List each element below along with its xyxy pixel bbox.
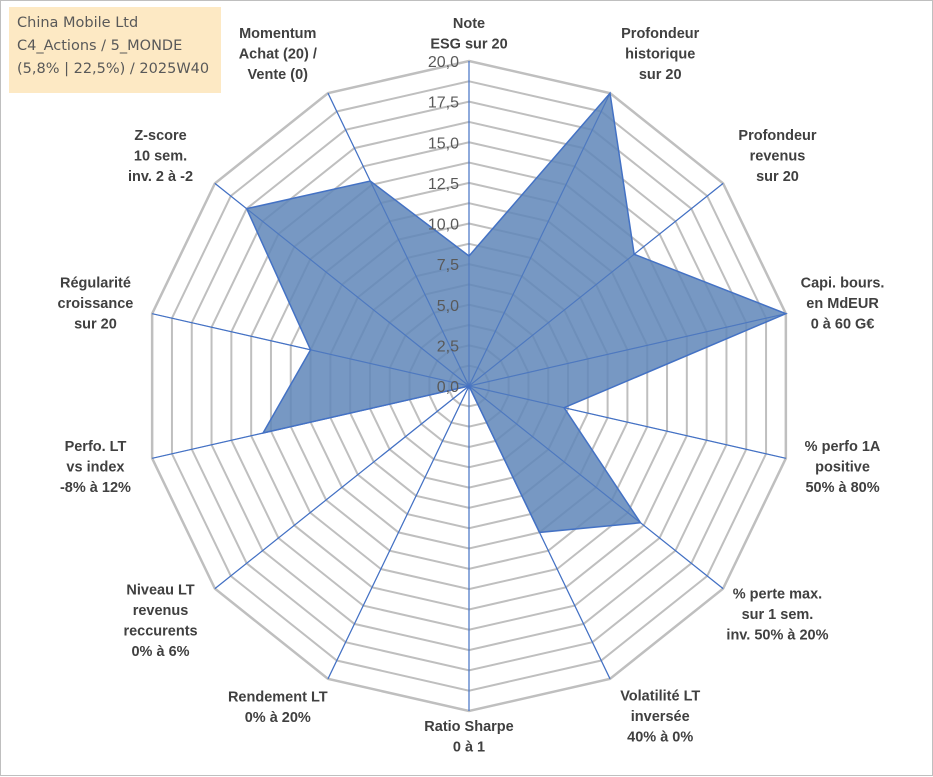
axis-label-line: % perte max. bbox=[733, 587, 822, 603]
axis-label-line: sur 20 bbox=[74, 316, 117, 332]
tick-label: 7,5 bbox=[437, 257, 459, 274]
axis-label-line: inv. 2 à -2 bbox=[128, 169, 193, 185]
axis-label-line: 0% à 20% bbox=[245, 710, 311, 726]
tick-label: 15,0 bbox=[428, 135, 459, 152]
axis-label-line: reccurents bbox=[123, 624, 197, 640]
axis-label-line: sur 1 sem. bbox=[742, 607, 814, 623]
axis-label-line: vs index bbox=[66, 460, 124, 476]
axis-label-line: Profondeur bbox=[738, 128, 816, 144]
axis-label: Profondeur historique sur 20 bbox=[621, 26, 699, 83]
axis-label-line: -8% à 12% bbox=[60, 480, 131, 496]
axis-label-line: historique bbox=[625, 46, 695, 62]
asset-class: C4_Actions / 5_MONDE bbox=[17, 35, 213, 58]
tick-label: 20,0 bbox=[428, 54, 459, 71]
axis-label: % perfo 1A positive 50% à 80% bbox=[805, 439, 881, 496]
axis-label-line: positive bbox=[815, 460, 870, 476]
axis-label-line: ESG sur 20 bbox=[430, 37, 507, 53]
axis-label-line: Vente (0) bbox=[248, 67, 309, 83]
axis-label-line: Rendement LT bbox=[228, 690, 328, 706]
tick-label: 17,5 bbox=[428, 95, 459, 112]
axis-label-line: Perfo. LT bbox=[65, 439, 127, 455]
axis-label-line: en MdEUR bbox=[806, 296, 879, 312]
axis-label-line: 50% à 80% bbox=[805, 480, 879, 496]
axis-label-line: 0% à 6% bbox=[131, 644, 189, 660]
axis-label: Ratio Sharpe 0 à 1 bbox=[424, 719, 513, 756]
axis-label: Rendement LT 0% à 20% bbox=[228, 690, 328, 727]
axis-label-line: Capi. bours. bbox=[801, 275, 885, 291]
security-info-box: China Mobile Ltd C4_Actions / 5_MONDE (5… bbox=[9, 7, 221, 93]
axis-label-line: sur 20 bbox=[756, 169, 799, 185]
tick-label: 5,0 bbox=[437, 298, 459, 315]
axis-label-line: 10 sem. bbox=[134, 148, 187, 164]
axis-label-line: Ratio Sharpe bbox=[424, 719, 513, 735]
security-name: China Mobile Ltd bbox=[17, 12, 213, 35]
axis-label: Momentum Achat (20) / Vente (0) bbox=[239, 26, 317, 83]
tick-label: 12,5 bbox=[428, 176, 459, 193]
axis-label: Niveau LT revenus reccurents 0% à 6% bbox=[123, 583, 197, 661]
axis-label-line: Note bbox=[453, 16, 485, 32]
axis-label-line: inversée bbox=[631, 709, 690, 725]
axis-label-line: % perfo 1A bbox=[805, 439, 881, 455]
axis-label-line: revenus bbox=[750, 148, 806, 164]
axis-label: Profondeur revenus sur 20 bbox=[738, 128, 816, 185]
axis-label: Régularité croissance sur 20 bbox=[58, 275, 134, 332]
axis-label-line: croissance bbox=[58, 296, 134, 312]
tick-label: 10,0 bbox=[428, 217, 459, 234]
axis-label-line: revenus bbox=[133, 603, 189, 619]
axis-label-line: Volatilité LT bbox=[620, 689, 700, 705]
axis-label: Z-score 10 sem. inv. 2 à -2 bbox=[128, 128, 193, 185]
axis-label-line: Régularité bbox=[60, 275, 131, 291]
axis-label-line: inv. 50% à 20% bbox=[726, 628, 828, 644]
axis-label-line: Niveau LT bbox=[126, 583, 194, 599]
tick-label: 2,5 bbox=[437, 338, 459, 355]
tick-label: 0,0 bbox=[437, 379, 459, 396]
axis-label-line: Momentum bbox=[239, 26, 316, 42]
axis-label-line: 0 à 1 bbox=[453, 740, 485, 756]
axis-label-line: Achat (20) / bbox=[239, 46, 317, 62]
axis-label-line: 40% à 0% bbox=[627, 730, 693, 746]
axis-label-line: sur 20 bbox=[639, 67, 682, 83]
axis-label-line: Profondeur bbox=[621, 26, 699, 42]
score-period: (5,8% | 22,5%) / 2025W40 bbox=[17, 58, 213, 81]
axis-label-line: 0 à 60 G€ bbox=[811, 316, 875, 332]
axis-label-line: Z-score bbox=[134, 128, 186, 144]
axis-label: Note ESG sur 20 bbox=[430, 16, 507, 53]
axis-label: Volatilité LT inversée 40% à 0% bbox=[620, 689, 700, 746]
series-area bbox=[247, 93, 786, 532]
axis-label: Capi. bours. en MdEUR 0 à 60 G€ bbox=[801, 275, 885, 332]
axis-label: % perte max. sur 1 sem. inv. 50% à 20% bbox=[726, 587, 828, 644]
axis-label: Perfo. LT vs index -8% à 12% bbox=[60, 439, 131, 496]
